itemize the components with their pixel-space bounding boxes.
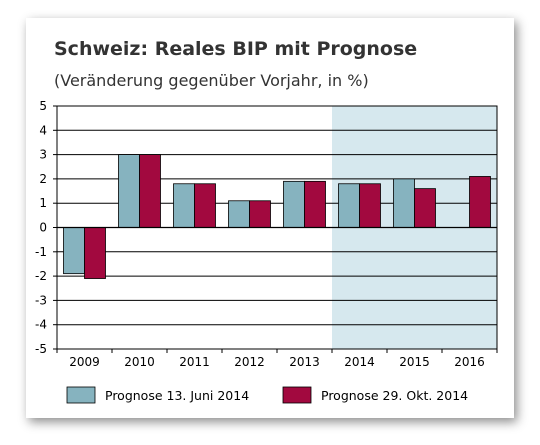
bar: [469, 176, 491, 228]
chart-subtitle: (Veränderung gegenüber Vorjahr, in %): [54, 71, 369, 90]
x-tick-label: 2010: [124, 355, 155, 369]
x-tick-label: 2011: [179, 355, 210, 369]
y-tick-label: 4: [39, 123, 47, 137]
bar: [414, 188, 436, 228]
y-tick-label: -1: [35, 245, 47, 259]
bar: [84, 227, 106, 279]
x-tick-label: 2014: [344, 355, 375, 369]
y-tick-label: -4: [35, 318, 47, 332]
legend-swatch: [282, 386, 312, 404]
bar: [393, 178, 415, 228]
bar: [228, 200, 250, 228]
bar: [118, 154, 140, 228]
bar: [63, 227, 85, 275]
y-tick-label: 0: [39, 221, 47, 235]
bar: [139, 154, 161, 228]
x-tick-label: 2015: [399, 355, 430, 369]
x-tick-label: 2009: [69, 355, 100, 369]
bar: [194, 183, 216, 228]
bar: [173, 183, 195, 228]
y-tick-label: -2: [35, 269, 47, 283]
y-tick-label: 2: [39, 172, 47, 186]
bar: [283, 180, 305, 228]
x-tick-label: 2012: [234, 355, 265, 369]
bar: [249, 200, 271, 228]
legend-label: Prognose 13. Juni 2014: [105, 388, 249, 403]
x-tick-label: 2013: [289, 355, 320, 369]
y-tick-label: 5: [39, 99, 47, 113]
y-tick-label: 1: [39, 196, 47, 210]
legend-swatch: [66, 386, 96, 404]
bar: [304, 180, 326, 228]
y-tick-label: 3: [39, 148, 47, 162]
x-tick-label: 2016: [454, 355, 485, 369]
bar: [359, 183, 381, 228]
y-tick-label: -3: [35, 293, 47, 307]
legend-label: Prognose 29. Okt. 2014: [321, 388, 468, 403]
bar: [338, 183, 360, 228]
y-tick-label: -5: [35, 342, 47, 356]
chart-title: Schweiz: Reales BIP mit Prognose: [54, 38, 418, 60]
